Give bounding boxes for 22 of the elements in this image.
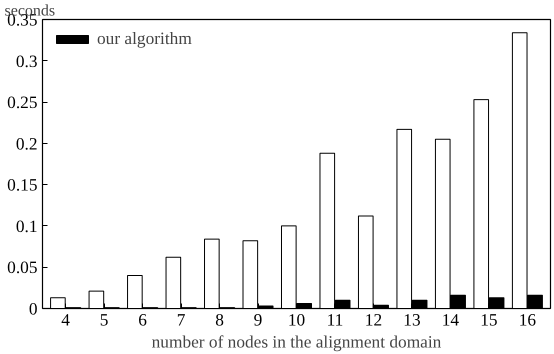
x-tick-label: 11	[326, 310, 344, 330]
y-tick-label: 0.3	[16, 52, 38, 71]
y-tick-label: 0.25	[7, 93, 38, 112]
y-tick-label: 0.15	[7, 176, 38, 195]
x-tick-label: 10	[288, 310, 306, 330]
x-tick-label: 9	[254, 310, 262, 330]
y-tick-label: 0.05	[7, 258, 38, 278]
x-tick-label: 15	[480, 310, 498, 330]
x-tick-label: 8	[215, 310, 224, 330]
x-tick-label: 7	[176, 310, 186, 330]
x-tick-label: 16	[518, 310, 536, 330]
legend-label: our algorithm	[97, 29, 192, 49]
y-tick-label: 0	[28, 300, 38, 318]
x-tick-label: 12	[364, 310, 382, 330]
x-axis-title: number of nodes in the alignment domain	[152, 332, 442, 352]
x-tick-label: 4	[61, 310, 70, 330]
x-tick-label: 14	[442, 310, 460, 330]
x-tick-label: 13	[403, 310, 421, 330]
x-tick-label: 5	[100, 310, 108, 330]
y-tick-label: 0.1	[16, 216, 38, 236]
y-tick-label: 0.2	[16, 134, 38, 154]
x-tick-label: 6	[138, 310, 148, 330]
